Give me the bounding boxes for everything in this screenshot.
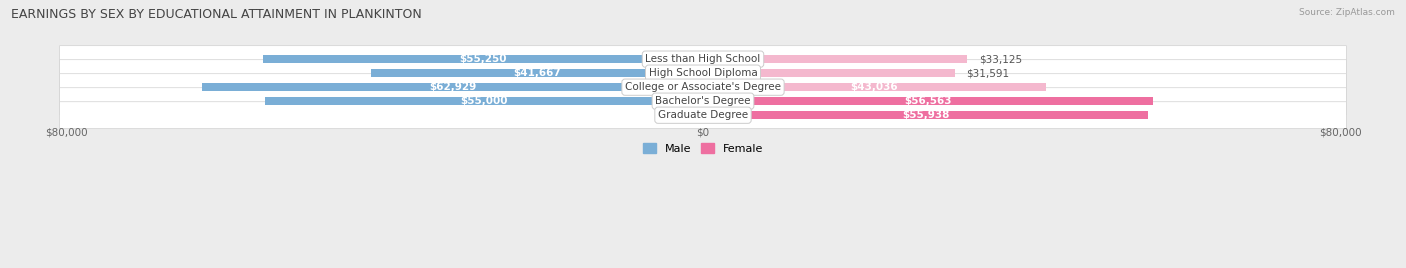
Text: $41,667: $41,667 bbox=[513, 68, 561, 78]
Bar bbox=[703, 83, 1046, 91]
Bar bbox=[703, 69, 955, 77]
Text: $33,125: $33,125 bbox=[979, 54, 1022, 64]
Text: $62,929: $62,929 bbox=[429, 82, 477, 92]
Text: $43,036: $43,036 bbox=[851, 82, 898, 92]
Text: $56,563: $56,563 bbox=[904, 96, 952, 106]
Text: EARNINGS BY SEX BY EDUCATIONAL ATTAINMENT IN PLANKINTON: EARNINGS BY SEX BY EDUCATIONAL ATTAINMEN… bbox=[11, 8, 422, 21]
Bar bbox=[202, 83, 703, 91]
FancyBboxPatch shape bbox=[59, 74, 1347, 100]
FancyBboxPatch shape bbox=[59, 88, 1347, 115]
Bar bbox=[703, 55, 967, 63]
Text: $0: $0 bbox=[678, 110, 692, 120]
Bar bbox=[266, 97, 703, 105]
Bar bbox=[703, 97, 1153, 105]
FancyBboxPatch shape bbox=[59, 46, 1347, 73]
Text: $55,938: $55,938 bbox=[903, 110, 949, 120]
Text: $31,591: $31,591 bbox=[966, 68, 1010, 78]
Text: Source: ZipAtlas.com: Source: ZipAtlas.com bbox=[1299, 8, 1395, 17]
Bar bbox=[263, 55, 703, 63]
Bar bbox=[703, 111, 1149, 120]
Legend: Male, Female: Male, Female bbox=[638, 139, 768, 158]
Text: High School Diploma: High School Diploma bbox=[648, 68, 758, 78]
Text: College or Associate's Degree: College or Associate's Degree bbox=[626, 82, 780, 92]
Bar bbox=[371, 69, 703, 77]
FancyBboxPatch shape bbox=[59, 102, 1347, 129]
Text: $55,000: $55,000 bbox=[460, 96, 508, 106]
FancyBboxPatch shape bbox=[59, 60, 1347, 87]
Text: Less than High School: Less than High School bbox=[645, 54, 761, 64]
Text: $55,250: $55,250 bbox=[460, 54, 506, 64]
Text: Bachelor's Degree: Bachelor's Degree bbox=[655, 96, 751, 106]
Text: Graduate Degree: Graduate Degree bbox=[658, 110, 748, 120]
